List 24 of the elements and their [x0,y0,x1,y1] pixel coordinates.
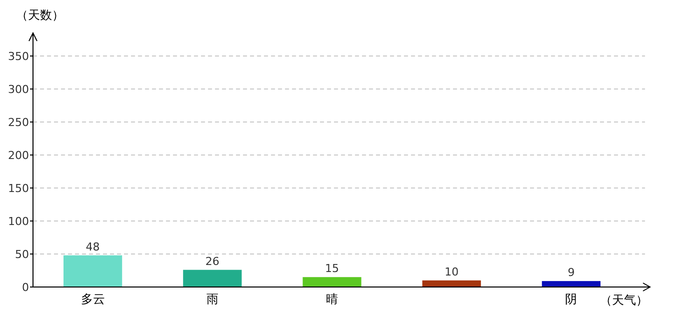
data-label: 10 [444,265,459,278]
data-label: 9 [568,266,575,280]
y-axis-title: （天数） [16,8,64,22]
data-label: 15 [325,262,339,276]
y-tick-label: 350 [8,50,29,63]
bar [183,270,242,287]
x-tick-label: 雨 [206,292,218,306]
x-axis-title: （天气） [600,293,648,307]
y-tick-label: 50 [15,248,29,261]
bar [64,255,122,287]
y-tick-label: 100 [8,215,29,228]
x-tick-label: 阴 [565,292,578,306]
bar [302,277,362,287]
y-tick-label: 200 [8,149,29,162]
y-tick-label: 300 [8,83,29,96]
y-tick-label: 0 [22,281,29,294]
data-label: 48 [86,240,100,254]
y-tick-label: 150 [8,182,29,195]
y-tick-label: 250 [8,116,29,129]
x-tick-label: 晴 [326,292,338,306]
bar [422,280,481,287]
bar [542,281,600,287]
x-tick-label: 多云 [80,292,105,306]
data-label: 26 [205,254,220,268]
